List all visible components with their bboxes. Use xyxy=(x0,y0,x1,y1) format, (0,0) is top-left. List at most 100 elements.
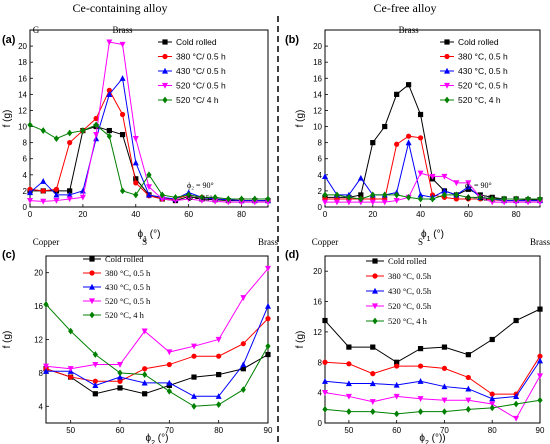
x-tick-label: 20 xyxy=(368,210,377,219)
data-point xyxy=(513,195,519,203)
data-point xyxy=(345,199,352,206)
series-line xyxy=(45,304,269,407)
y-tick-label: 0 xyxy=(318,203,323,212)
y-tick-label: 0 xyxy=(23,203,28,212)
series-line xyxy=(324,142,540,202)
data-point xyxy=(322,405,328,413)
data-point xyxy=(159,191,165,199)
data-point xyxy=(117,361,123,368)
legend-marker xyxy=(162,96,168,104)
data-point xyxy=(537,357,543,364)
data-point xyxy=(92,361,99,368)
data-point xyxy=(265,316,271,322)
y-tick-label: 0 xyxy=(318,419,323,428)
y-axis-label: f (g) xyxy=(295,331,306,349)
x-tick-label: 50 xyxy=(66,426,75,435)
y-tick-label: 2 xyxy=(318,187,323,196)
data-point xyxy=(252,195,258,203)
data-point xyxy=(132,136,139,142)
data-point xyxy=(106,87,112,93)
data-point xyxy=(513,400,519,408)
data-point xyxy=(93,121,99,129)
x-tick-label: 60 xyxy=(464,210,473,219)
y-tick-label: 20 xyxy=(313,267,322,276)
data-point xyxy=(394,191,400,199)
legend-label: 520 °C, 0.5 h xyxy=(105,296,151,306)
data-point xyxy=(146,184,152,191)
data-point xyxy=(453,191,459,199)
series-0 xyxy=(322,306,543,365)
series-3 xyxy=(27,39,271,206)
legend-marker xyxy=(444,67,450,74)
series-1 xyxy=(43,316,271,384)
data-point xyxy=(501,199,508,206)
legend-marker xyxy=(162,82,168,89)
x-tick-label: 80 xyxy=(488,426,497,435)
data-point xyxy=(513,393,520,400)
x-tick-label: 90 xyxy=(264,426,273,435)
data-point xyxy=(345,393,352,400)
annotation: Φ = 45° xyxy=(465,194,491,203)
data-point xyxy=(240,341,246,347)
series-4 xyxy=(322,396,543,418)
data-point xyxy=(92,351,98,358)
series-2 xyxy=(322,357,543,402)
y-tick-label: 14 xyxy=(313,90,322,99)
data-point xyxy=(370,408,376,416)
panel-label: (d) xyxy=(285,249,299,261)
data-point xyxy=(225,199,232,206)
y-tick-label: 12 xyxy=(313,328,322,337)
data-point xyxy=(358,192,364,198)
data-point xyxy=(357,174,364,181)
data-point xyxy=(133,176,139,182)
data-point xyxy=(370,140,376,146)
data-point xyxy=(68,327,74,335)
data-point xyxy=(53,186,60,192)
data-point xyxy=(322,378,328,384)
x-tick-label: 80 xyxy=(214,426,223,435)
data-point xyxy=(394,410,400,418)
legend-marker xyxy=(89,270,95,276)
series-2 xyxy=(27,75,271,204)
legend-label: 520 °C, 4 h xyxy=(388,316,428,326)
data-point xyxy=(393,197,400,204)
data-point xyxy=(513,415,520,422)
data-point xyxy=(238,199,245,206)
y-tick-label: 6 xyxy=(23,155,28,164)
data-point xyxy=(119,131,126,138)
data-point xyxy=(369,199,376,206)
data-point xyxy=(513,199,520,206)
series-3 xyxy=(43,265,271,372)
series-2 xyxy=(43,302,271,399)
data-point xyxy=(369,399,376,405)
data-point xyxy=(159,196,166,203)
data-point xyxy=(429,195,436,203)
x-axis-label: ϕ2 (°)) xyxy=(419,433,445,444)
data-point xyxy=(240,295,247,301)
texture-label: Brass xyxy=(530,237,550,247)
data-point xyxy=(525,199,532,206)
texture-label: Brass xyxy=(113,25,133,35)
data-point xyxy=(265,199,271,206)
data-point xyxy=(199,193,205,201)
data-point xyxy=(40,127,46,134)
data-point xyxy=(322,199,328,206)
data-point xyxy=(429,173,436,180)
data-point xyxy=(133,180,139,186)
data-point xyxy=(27,189,33,196)
panel-b: (b) 0 20 40 60 80 0 2 4 6 8 10 12 14 16 18 20 ϕ1 (°) f (g)… xyxy=(285,25,543,243)
data-point xyxy=(67,188,73,194)
x-tick-label: 70 xyxy=(440,426,449,435)
data-point xyxy=(537,373,543,380)
data-point xyxy=(405,139,412,146)
data-point xyxy=(172,193,179,201)
data-point xyxy=(106,127,112,134)
panel-label: (c) xyxy=(2,249,16,261)
data-point xyxy=(43,301,49,308)
y-axis-label: f (g) xyxy=(2,110,13,128)
data-point xyxy=(119,187,126,195)
x-axis-label: ϕ1 (°) xyxy=(421,229,444,243)
data-point xyxy=(92,382,99,389)
